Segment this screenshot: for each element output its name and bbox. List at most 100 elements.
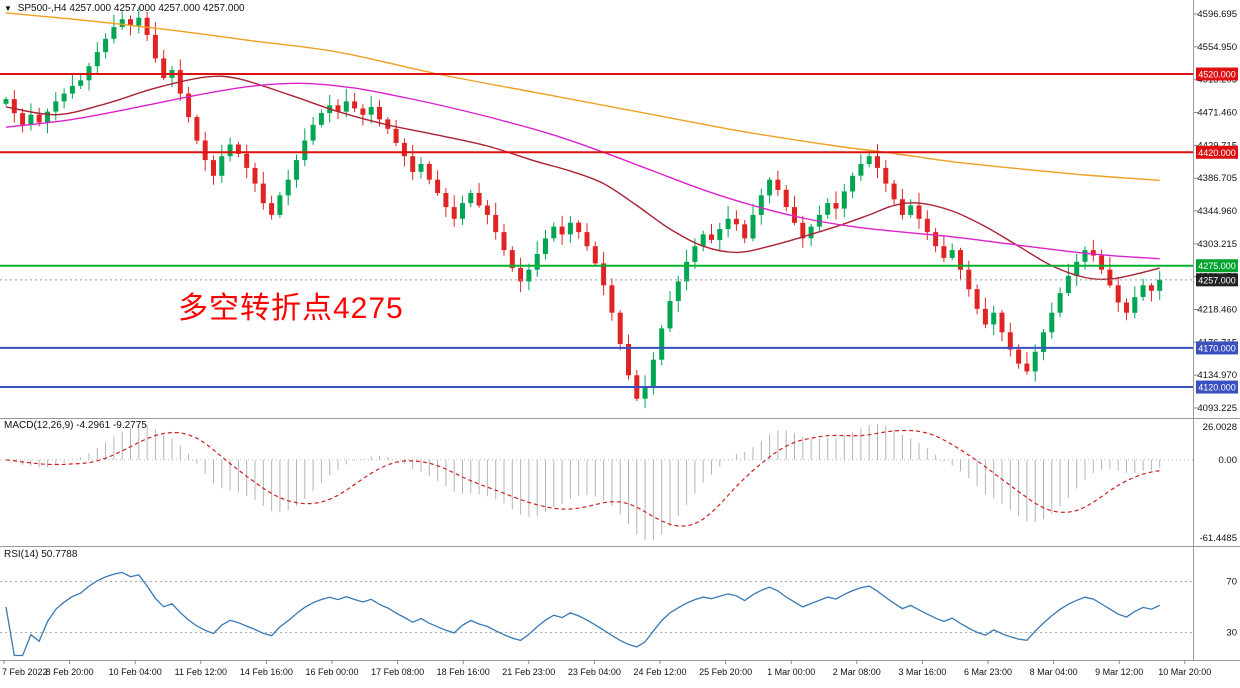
candle-down: [1090, 250, 1096, 256]
symbol-dropdown-icon[interactable]: ▼: [4, 4, 12, 13]
candle-down: [20, 113, 26, 125]
macd-indicator-label: MACD(12,26,9) -4.2961 -9.2775: [4, 420, 147, 431]
axis-label: 4344.960: [1197, 206, 1237, 217]
candle-up: [758, 195, 764, 215]
candle-up: [725, 218, 731, 229]
candle-up: [418, 164, 424, 172]
candle-down: [1148, 285, 1154, 291]
candle-down: [559, 226, 565, 235]
candle-up: [285, 179, 291, 196]
candle-up: [551, 226, 557, 239]
candle-down: [152, 34, 158, 59]
candle-down: [451, 207, 457, 219]
candle-up: [1132, 297, 1138, 313]
candle-up: [136, 17, 142, 26]
candle-down: [775, 179, 781, 190]
axis-label: 17 Feb 08:00: [371, 667, 424, 677]
candle-down: [335, 105, 341, 112]
axis-label: 9 Mar 12:00: [1095, 667, 1143, 677]
candle-down: [617, 312, 623, 344]
axis-label: 11 Feb 12:00: [175, 667, 227, 677]
candles-layer: [3, 7, 1163, 409]
candle-up: [667, 301, 673, 329]
axis-label: 2 Mar 08:00: [833, 667, 881, 677]
candle-down: [883, 167, 889, 184]
candle-up: [1074, 261, 1080, 276]
candle-down: [958, 250, 963, 270]
candle-down: [916, 205, 922, 219]
candle-up: [949, 250, 955, 258]
candle-down: [733, 218, 739, 225]
axis-label: -61.4485: [1199, 533, 1237, 544]
axis-label: 8 Mar 04:00: [1030, 667, 1078, 677]
candle-up: [227, 144, 233, 157]
candle-down: [252, 167, 258, 184]
axis-label: 4218.460: [1197, 305, 1237, 316]
candle-down: [244, 153, 250, 168]
candle-down: [476, 193, 482, 206]
candle-up: [1032, 351, 1038, 372]
candle-down: [186, 93, 192, 118]
rsi-panel: 70 30: [0, 571, 1237, 657]
axis-label: 4303.215: [1197, 239, 1237, 250]
candle-up: [318, 113, 324, 125]
candle-down: [385, 119, 391, 129]
candle-down: [484, 205, 490, 215]
candle-up: [717, 229, 723, 240]
candle-down: [792, 207, 797, 223]
axis-label: 4471.460: [1197, 108, 1237, 119]
candle-down: [235, 144, 241, 154]
price-annotation: 多空转折点4275: [178, 292, 404, 325]
candle-up: [119, 19, 125, 27]
candle-up: [3, 99, 9, 104]
candle-up: [45, 111, 50, 123]
candle-up: [543, 238, 548, 255]
candle-up: [866, 156, 872, 164]
axis-label: 4420.000: [1198, 148, 1236, 158]
axis-label: 6 Mar 23:00: [964, 667, 1012, 677]
candle-up: [1082, 250, 1088, 262]
candle-down: [1099, 255, 1105, 270]
candle-up: [841, 191, 847, 209]
candle-up: [69, 85, 75, 94]
candle-up: [61, 93, 67, 102]
axis-label: 3 Mar 16:00: [898, 667, 946, 677]
candle-up: [808, 226, 814, 239]
axis-label: 30: [1226, 628, 1237, 639]
candle-down: [260, 183, 266, 204]
axis-label: 21 Feb 23:00: [502, 667, 555, 677]
candle-up: [700, 234, 706, 247]
candle-down: [966, 269, 972, 290]
candle-down: [592, 246, 598, 264]
axis-label: 4596.695: [1197, 9, 1237, 20]
candle-up: [692, 246, 698, 262]
axis-label: 10 Feb 04:00: [109, 667, 162, 677]
candle-down: [584, 232, 590, 247]
candle-up: [294, 160, 299, 180]
candle-up: [684, 261, 690, 282]
axis-label: 70: [1226, 577, 1237, 588]
candle-up: [219, 156, 225, 176]
candle-down: [609, 285, 615, 313]
candle-up: [642, 387, 648, 399]
candle-down: [443, 193, 449, 208]
candle-up: [368, 106, 374, 115]
candle-up: [1065, 275, 1071, 294]
candle-down: [875, 156, 880, 168]
price-level-box: [1196, 145, 1238, 159]
candle-up: [460, 203, 465, 219]
candle-up: [750, 214, 756, 239]
price-level-box: [1196, 273, 1238, 287]
candle-down: [501, 232, 507, 251]
axis-label: 26.0028: [1203, 422, 1237, 433]
candle-down: [128, 19, 133, 26]
candle-up: [277, 195, 283, 215]
panel-separators: [0, 0, 1240, 661]
macd-panel: 26.0028 0.00 -61.4485: [0, 422, 1237, 544]
candle-down: [800, 222, 806, 239]
candle-up: [650, 359, 656, 388]
candle-down: [393, 128, 399, 143]
